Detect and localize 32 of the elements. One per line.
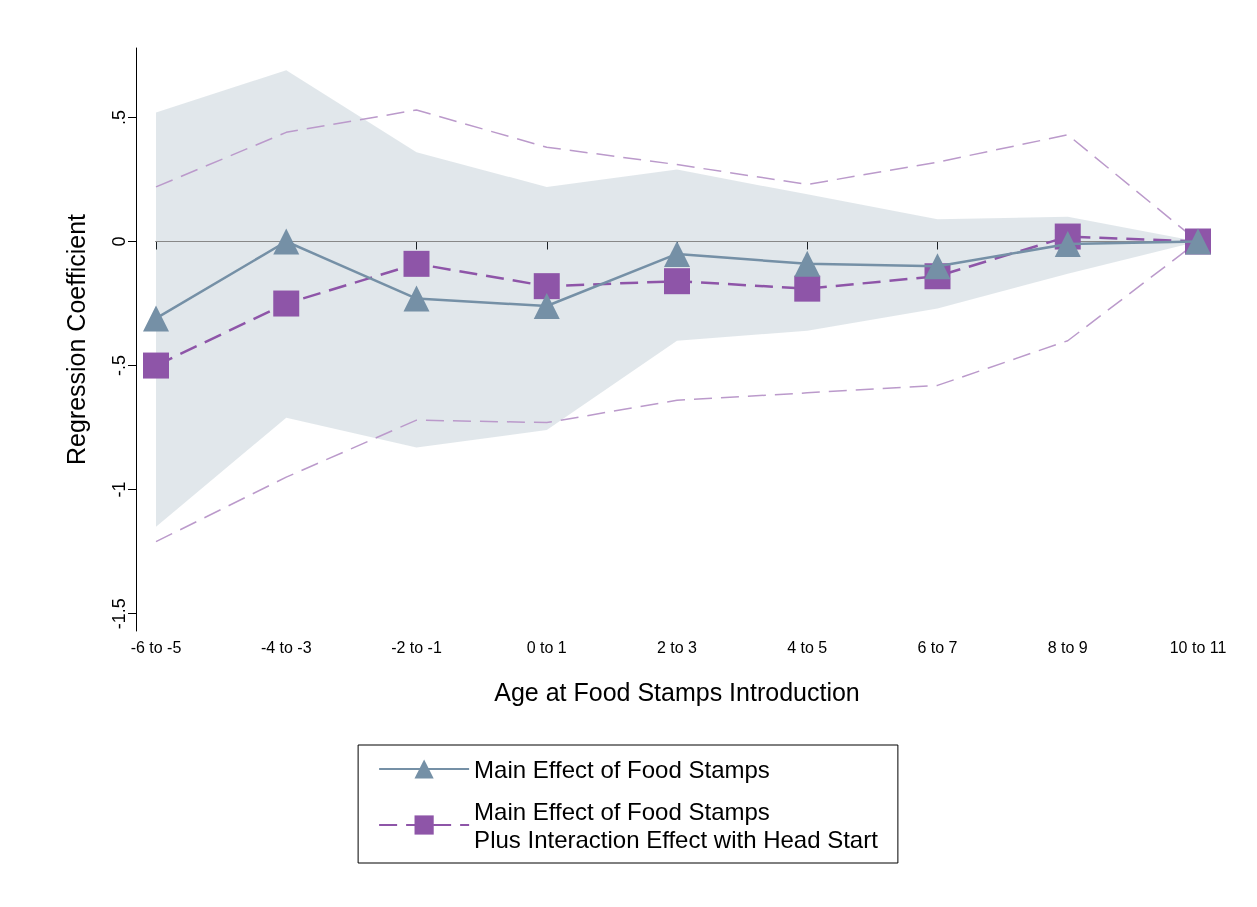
- x-tick-label: -6 to -5: [130, 638, 182, 656]
- x-axis-title: Age at Food Stamps Introduction: [494, 677, 860, 706]
- x-tick-label: 0 to 1: [526, 638, 567, 656]
- y-tick-label: .5: [109, 109, 129, 125]
- legend-label: Main Effect of Food Stamps: [474, 755, 770, 783]
- x-tick-label: 2 to 3: [656, 638, 698, 656]
- point: [403, 285, 430, 312]
- y-tick-label: -.5: [109, 355, 129, 377]
- y-tick-label: 0: [109, 236, 129, 247]
- point: [1054, 230, 1081, 257]
- point: [533, 273, 560, 300]
- x-tick-label: -2 to -1: [391, 638, 442, 656]
- point: [794, 275, 821, 302]
- legend-label: Main Effect of Food Stamps Plus Interaction Effect with Head Start: [474, 797, 879, 853]
- x-tick-label: 10 to 11: [1169, 638, 1227, 656]
- x-tick-label: 4 to 5: [787, 638, 828, 656]
- point: [273, 290, 300, 317]
- point: [664, 268, 690, 295]
- y-axis-title: Regression Coefficient: [61, 213, 90, 466]
- x-tick-label: -4 to -3: [260, 638, 312, 656]
- point: [794, 250, 821, 277]
- y-tick-label: -1.5: [109, 598, 129, 630]
- point: [533, 293, 560, 320]
- point: [273, 228, 300, 255]
- x-tick-label: 6 to 7: [917, 638, 958, 656]
- y-tick-label: -1: [109, 481, 129, 498]
- x-tick-label: 8 to 9: [1047, 638, 1088, 656]
- point: [143, 352, 169, 379]
- point: [664, 240, 690, 267]
- point: [403, 250, 430, 277]
- point: [143, 305, 169, 332]
- point: [924, 253, 951, 280]
